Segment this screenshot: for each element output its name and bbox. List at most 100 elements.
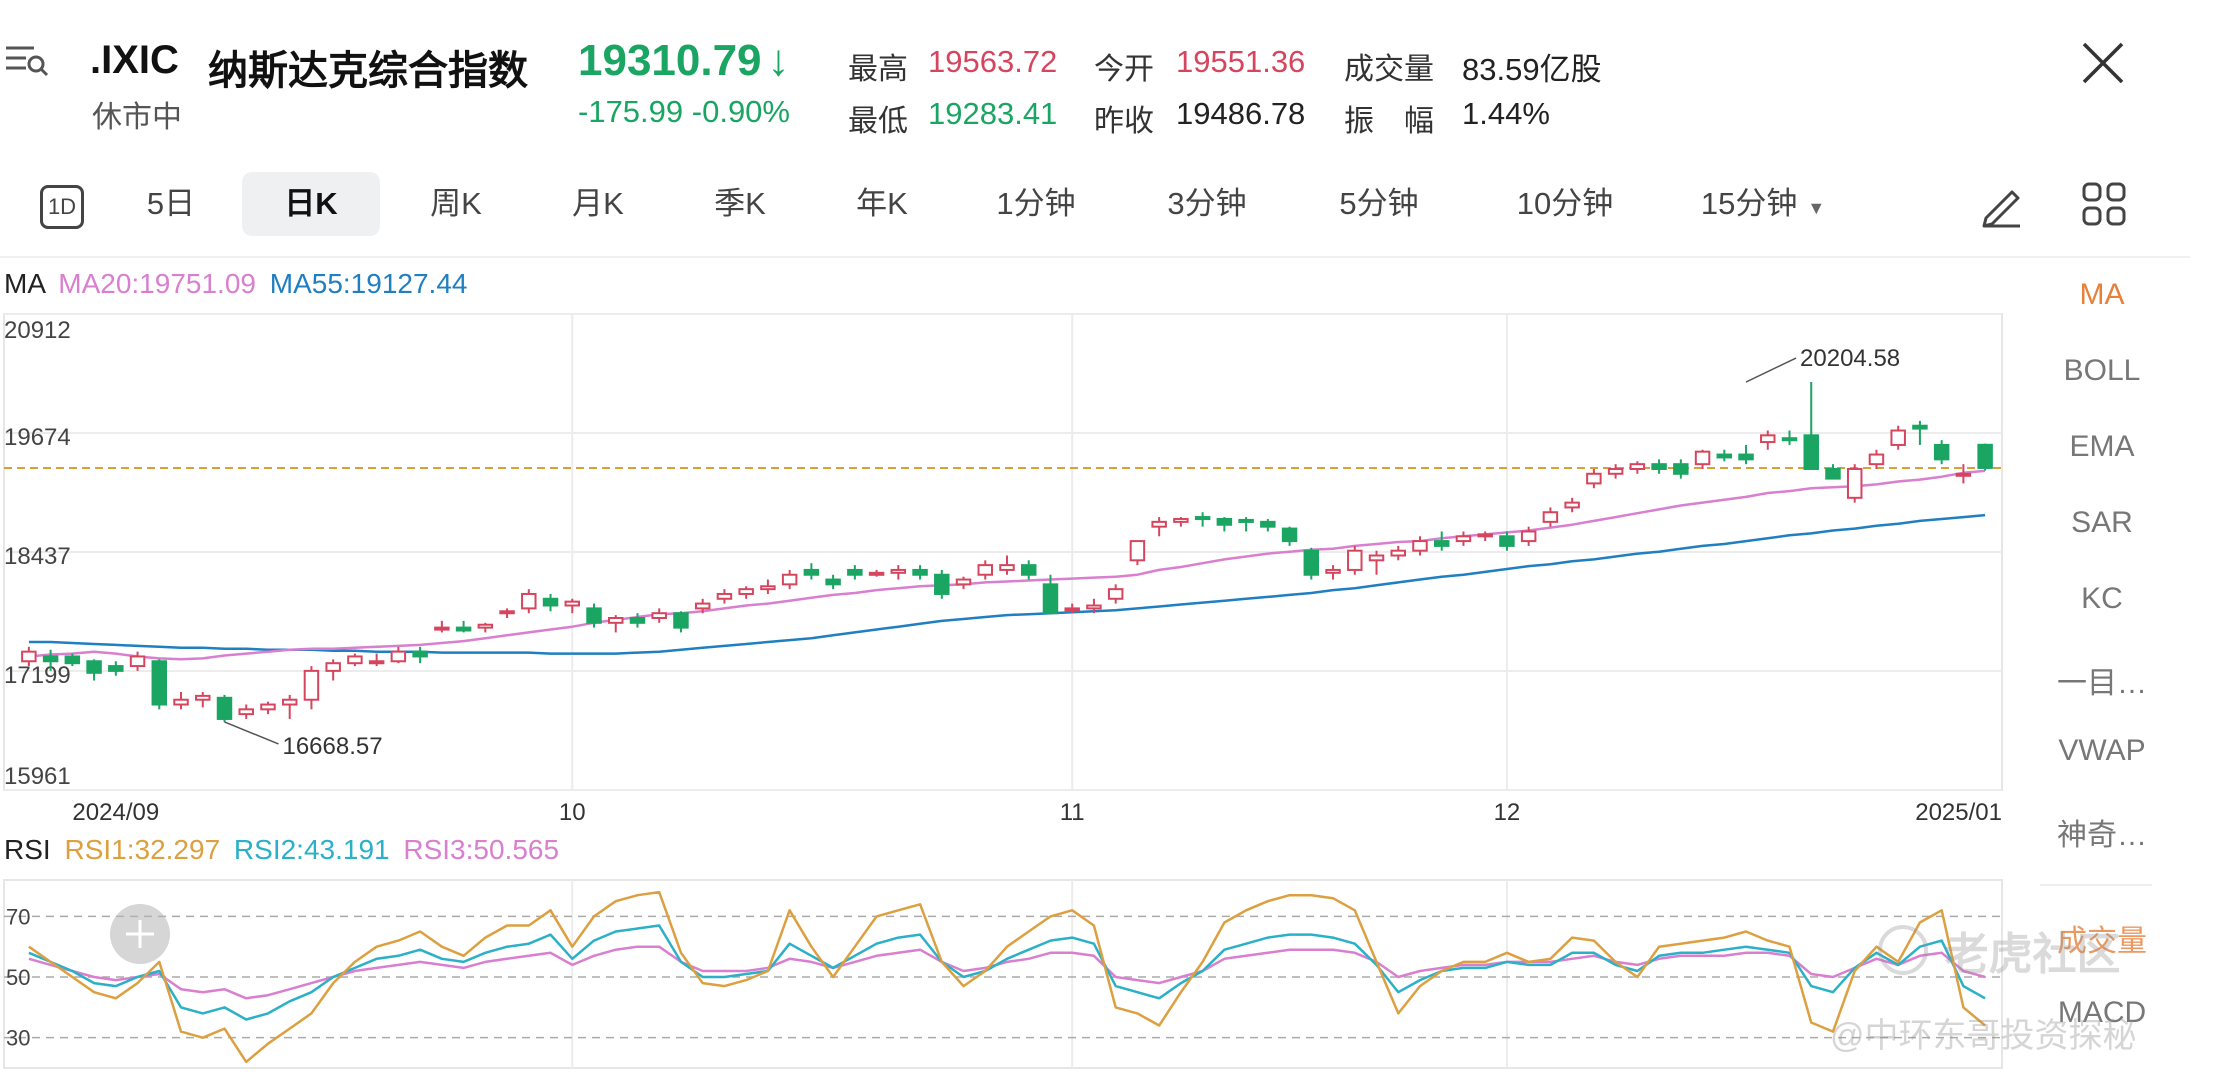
last-price: 19310.79 ↓ (578, 36, 790, 85)
sidebar-item-ma[interactable]: MA (2079, 278, 2125, 311)
tab-monthly-k[interactable]: 月K (572, 186, 624, 221)
pencil-icon[interactable] (1976, 178, 2028, 230)
tab-10min[interactable]: 10分钟 (1516, 186, 1614, 221)
candle-down (673, 612, 689, 629)
candle-up (1477, 533, 1493, 538)
candle-up (716, 592, 733, 600)
close-icon[interactable] (2078, 38, 2128, 88)
tab-1min[interactable]: 1分钟 (996, 186, 1076, 221)
candle-up (1586, 472, 1602, 485)
candle-up (999, 564, 1015, 571)
rsi-chart[interactable]: 70 50 30 (0, 872, 2010, 1080)
candle-up (521, 592, 537, 610)
candle-up (303, 669, 320, 701)
candle-up (1129, 540, 1146, 562)
sidebar-item-vwap[interactable]: VWAP (2058, 734, 2146, 767)
candle-up (1520, 530, 1537, 543)
candle-up (977, 564, 994, 576)
tab-yearly-k[interactable]: 年K (856, 186, 908, 221)
tab-3min[interactable]: 3分钟 (1167, 186, 1247, 221)
candle-down (1020, 564, 1037, 576)
grid-icon[interactable] (2080, 180, 2128, 228)
low-label: 最低 (848, 105, 908, 138)
sidebar-item-sar[interactable]: SAR (2071, 506, 2133, 539)
candle-up (1564, 501, 1580, 509)
symbol: .IXIC (90, 38, 179, 82)
sidebar-item-ema[interactable]: EMA (2069, 430, 2135, 463)
candle-up (1868, 453, 1885, 466)
candle-up (1086, 604, 1102, 610)
candle-up (1151, 520, 1167, 528)
candle-up (868, 571, 885, 576)
tab-5day[interactable]: 5日 (146, 186, 196, 221)
candle-up (890, 568, 907, 574)
candle-down (64, 655, 81, 665)
ma20-line (28, 469, 1986, 661)
x-tick-label: 2025/01 (1915, 799, 2002, 826)
watermark-logo: 老虎社区 (1878, 918, 2120, 982)
candle-down (803, 568, 820, 576)
rsi-legend-title: RSI (4, 834, 51, 865)
ma-legend: MA MA20:19751.09 MA55:19127.44 (4, 268, 467, 300)
add-circle-icon[interactable] (108, 902, 172, 966)
candle-up (1846, 467, 1863, 499)
sidebar-item-macd[interactable]: MACD (2057, 996, 2147, 1029)
candle-up (1347, 549, 1363, 571)
sidebar-item-kc[interactable]: KC (2081, 582, 2123, 615)
candle-up (1694, 450, 1711, 466)
candle-down (1238, 518, 1254, 523)
candle-down (1825, 467, 1841, 480)
ma20-legend: MA20:19751.09 (58, 268, 256, 299)
candle-up (760, 585, 776, 591)
rsi3-legend: RSI3:50.565 (403, 834, 560, 865)
candle-up (694, 602, 711, 610)
tab-5min[interactable]: 5分钟 (1339, 186, 1419, 221)
candle-up (390, 650, 407, 663)
candle-up (129, 655, 146, 668)
ma55-line (28, 513, 1986, 655)
open-label: 今开 (1094, 53, 1154, 86)
y-tick-label: 19674 (4, 424, 71, 451)
y-tick-label: 18437 (4, 543, 71, 570)
candle-down (1499, 535, 1515, 547)
tab-quarterly-k[interactable]: 季K (714, 186, 766, 221)
candle-up (195, 694, 211, 701)
arrow-down-icon: ↓ (767, 36, 790, 85)
1d-icon: 1D (40, 185, 84, 229)
sidebar-item-boll[interactable]: BOLL (2063, 354, 2141, 387)
rsi-legend: RSI RSI1:32.297 RSI2:43.191 RSI3:50.565 (4, 834, 559, 866)
rsi2-line (28, 924, 1986, 1021)
candle-down (1912, 424, 1928, 430)
candle-up (499, 610, 515, 615)
watermark-text: 老虎社区 (1944, 930, 2121, 979)
low-annotation: 16668.57 (282, 733, 382, 760)
candle-up (1368, 554, 1385, 562)
sidebar-item-magic[interactable]: 神奇… (2057, 819, 2147, 852)
tab-weekly-k[interactable]: 周K (430, 186, 482, 221)
candle-down (216, 696, 233, 720)
candle-up (781, 573, 798, 586)
watermark-sub: @中环东哥投资探秘 (1830, 1017, 2137, 1055)
prev-close-label: 昨收 (1094, 105, 1154, 138)
candle-down (1303, 549, 1320, 576)
candle-up (1412, 540, 1428, 552)
rsi1-legend: RSI1:32.297 (64, 834, 221, 865)
volume-label: 成交量 (1344, 53, 1434, 86)
sidebar-item-volume[interactable]: 成交量 (2057, 925, 2147, 958)
candle-down (1260, 520, 1276, 528)
tab-daily-k[interactable]: 日K (242, 172, 380, 236)
sidebar-item-ichimoku[interactable]: 一目… (2057, 667, 2147, 700)
rsi3-line (28, 945, 1986, 1000)
candle-down (847, 568, 863, 576)
candle-down (1194, 516, 1211, 521)
tab-1d[interactable]: 1D (36, 172, 88, 236)
x-tick-label: 12 (1494, 799, 1521, 826)
tab-15min[interactable]: 15分钟 ▼ (1700, 186, 1826, 221)
candle-up (1955, 472, 1972, 477)
candle-up (347, 655, 363, 665)
candle-down (108, 665, 124, 672)
menu-search-icon[interactable] (4, 40, 50, 80)
rsi-tick-label: 30 (6, 1026, 30, 1051)
candle-up (260, 703, 276, 711)
